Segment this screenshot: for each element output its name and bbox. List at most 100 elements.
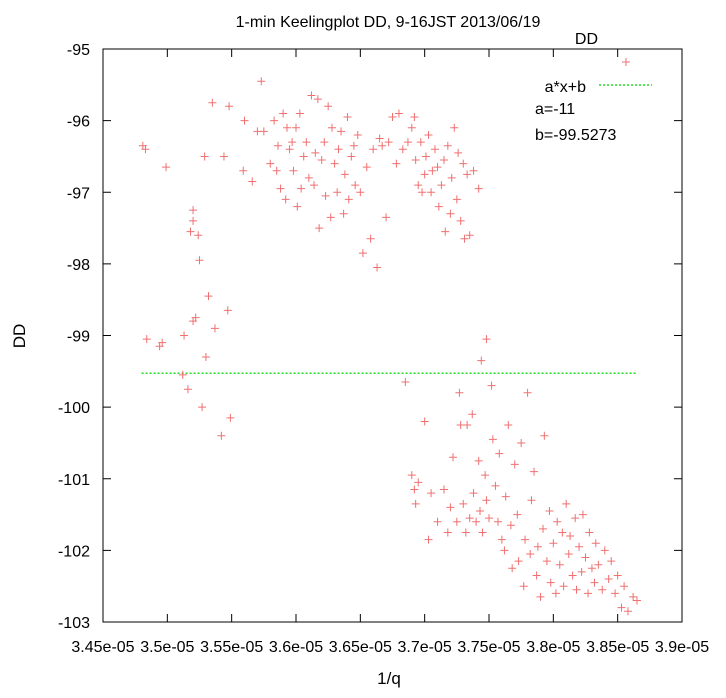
data-point [317, 156, 326, 165]
data-point [398, 145, 407, 154]
data-point [481, 471, 490, 480]
data-point [310, 181, 319, 190]
data-point [285, 145, 294, 154]
data-point [403, 138, 412, 147]
data-point [590, 578, 599, 587]
data-point [208, 98, 217, 107]
data-point [194, 231, 203, 240]
data-point [248, 177, 257, 186]
data-point [191, 313, 200, 322]
data-point [591, 539, 600, 548]
data-point [141, 145, 150, 154]
data-point [437, 181, 446, 190]
legend: DD a*x+b a=-11 b=-99.5273 [535, 31, 652, 144]
data-point [514, 557, 523, 566]
data-point [504, 421, 513, 430]
data-point [430, 145, 439, 154]
data-point [477, 356, 486, 365]
data-point [299, 152, 308, 161]
data-point [607, 557, 616, 566]
y-tick-label: -96 [67, 114, 90, 131]
data-point [366, 234, 375, 243]
data-point [288, 138, 297, 147]
data-point [578, 510, 587, 519]
data-point [460, 234, 469, 243]
data-point [427, 188, 436, 197]
data-point [439, 485, 448, 494]
data-point [204, 292, 213, 301]
data-point [546, 578, 555, 587]
data-point [282, 123, 291, 132]
data-point [324, 102, 333, 111]
data-point [326, 213, 335, 222]
data-point [401, 378, 410, 387]
data-point [517, 438, 526, 447]
data-point [452, 517, 461, 526]
x-axis-label: 1/q [377, 669, 401, 688]
data-point [343, 113, 352, 122]
data-point [584, 589, 593, 598]
x-tick-label: 3.6e-05 [269, 639, 323, 656]
data-point [382, 213, 391, 222]
data-point [581, 553, 590, 562]
data-point [568, 571, 577, 580]
data-point [183, 385, 192, 394]
data-point [604, 575, 613, 584]
data-point [454, 148, 463, 157]
data-point [585, 528, 594, 537]
data-point [292, 123, 300, 132]
data-point [226, 413, 235, 422]
data-point [223, 306, 232, 315]
data-point [532, 571, 541, 580]
data-point [594, 560, 603, 569]
data-point [551, 589, 560, 598]
data-point [629, 592, 638, 601]
data-point [420, 417, 429, 426]
data-point [315, 224, 324, 233]
data-point [443, 528, 452, 537]
data-point [469, 489, 478, 498]
data-point [545, 506, 554, 515]
x-tick-label: 3.65e-05 [329, 639, 392, 656]
data-point [494, 517, 503, 526]
data-point [225, 102, 234, 111]
data-point [521, 535, 530, 544]
y-tick-label: -102 [58, 543, 90, 560]
data-point [330, 159, 339, 168]
plot-frame [102, 48, 683, 623]
legend-marker-dd [622, 58, 630, 66]
legend-label-fit: a*x+b [545, 79, 586, 96]
data-point [162, 163, 171, 172]
data-point [302, 138, 311, 147]
data-point [533, 542, 542, 551]
scatter-points [138, 77, 641, 616]
data-point [340, 170, 349, 179]
data-point [276, 184, 285, 193]
data-point [623, 607, 632, 616]
x-tick-label: 3.75e-05 [457, 639, 520, 656]
data-point [311, 148, 320, 157]
data-point [344, 195, 353, 204]
data-point [446, 503, 455, 512]
data-point [575, 542, 584, 551]
y-tick-label: -98 [67, 257, 90, 274]
data-point [186, 227, 195, 236]
data-point [620, 582, 629, 591]
data-point [495, 449, 504, 458]
data-point [180, 331, 189, 340]
data-point [307, 91, 316, 100]
data-point [485, 514, 493, 523]
data-point [598, 585, 607, 594]
data-point [418, 188, 427, 197]
data-point [446, 209, 455, 218]
data-point [562, 499, 571, 508]
y-axis-label: DD [10, 324, 29, 349]
x-axis: 3.45e-05 3.5e-05 3.55e-05 3.6e-05 3.65e-05 3.… [71, 49, 709, 656]
y-tick-label: -101 [58, 472, 90, 489]
data-point [411, 156, 420, 165]
data-point [279, 109, 288, 118]
data-point [488, 435, 497, 444]
x-tick-label: 3.5e-05 [140, 639, 194, 656]
data-point [497, 535, 506, 544]
data-point [559, 582, 568, 591]
